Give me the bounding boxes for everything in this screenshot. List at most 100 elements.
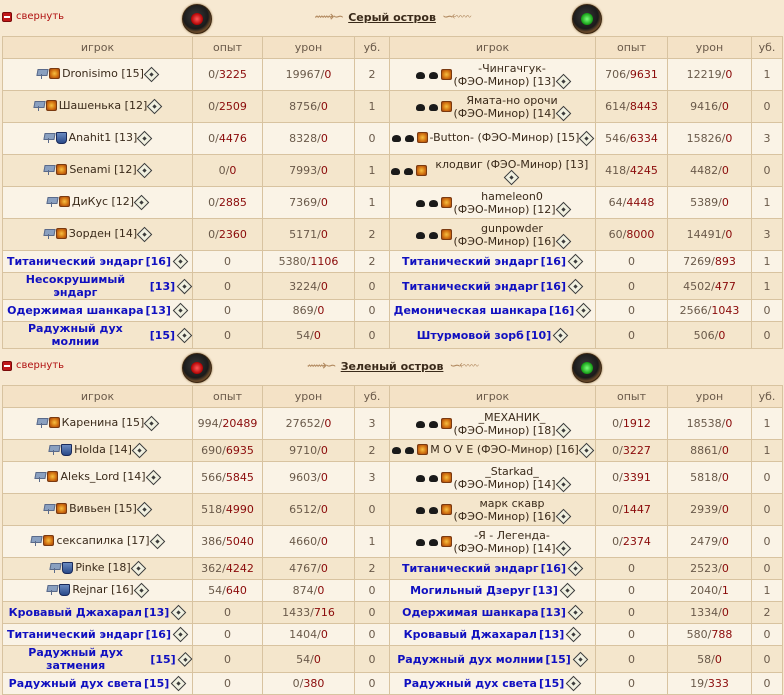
player-entry[interactable]: Радужный дух света [15] [403,675,582,692]
player-entry[interactable]: Титанический эндарг [16] [402,253,584,270]
player-name[interactable]: Зорден [68,227,112,240]
bot-name[interactable]: Кровавый Джахарал [403,628,537,641]
info-icon[interactable] [572,651,589,667]
player-entry[interactable]: Одержимая шанкара [13] [402,604,584,621]
player-entry[interactable]: Anahit1 [13] [43,130,153,146]
bot-name[interactable]: Могильный Дзеруг [410,584,531,597]
info-icon[interactable] [176,278,193,294]
info-icon[interactable] [555,201,571,218]
bot-name[interactable]: Несокрушимый эндарг [25,273,126,299]
info-icon[interactable] [136,501,153,517]
bot-name[interactable]: Титанический эндарг [402,255,539,268]
info-icon[interactable] [567,278,584,294]
bot-name[interactable]: Радужный дух молнии [397,652,544,666]
info-icon[interactable] [567,560,584,577]
info-icon[interactable] [555,476,571,493]
info-icon[interactable] [555,422,571,439]
info-icon[interactable] [143,66,160,82]
player-name[interactable]: ДиКус [71,195,109,208]
bot-name[interactable]: Радужный дух света [8,677,142,690]
player-entry[interactable]: Радужный дух молнии [15] [397,651,589,667]
player-name[interactable]: M O V E [430,443,474,457]
player-entry[interactable]: Кровавый Джахарал [13] [8,604,187,621]
player-name[interactable]: gunpowder [481,221,543,235]
player-entry[interactable]: Senami [12] [43,162,152,178]
player-name[interactable]: Holda [74,443,106,456]
player-entry[interactable]: Могильный Дзеруг [13] [410,582,576,599]
info-icon[interactable] [555,73,571,90]
player-entry[interactable]: Радужный дух света [15] [8,675,187,692]
info-icon[interactable] [171,604,187,621]
player-entry[interactable]: Aleks_Lord [14] [34,469,161,485]
collapse-button[interactable]: свернуть [2,11,64,22]
info-icon[interactable] [176,327,193,343]
player-name[interactable]: марк скавр [479,496,545,510]
player-name[interactable]: Aleks_Lord [60,470,120,483]
bot-name[interactable]: Штурмовой зорб [416,328,524,342]
info-icon[interactable] [177,651,193,667]
player-entry[interactable]: Титанический эндарг [16] [7,253,189,270]
info-icon[interactable] [130,560,146,576]
player-name[interactable]: Rejnar [72,583,108,596]
player-name[interactable]: Ямата-но орочи [466,93,558,107]
player-entry[interactable]: -Чингачгук- (ФЭО-Минор) [13] [415,61,571,90]
info-icon[interactable] [133,582,149,598]
player-entry[interactable]: Радужный дух молнии [15] [3,322,193,348]
info-icon[interactable] [579,130,595,147]
info-icon[interactable] [555,508,571,525]
player-entry[interactable]: Вивьен [15] [43,501,153,517]
player-name[interactable]: сексапилка [56,534,124,547]
info-icon[interactable] [145,469,161,485]
player-entry[interactable]: gunpowder (ФЭО-Минор) [16] [415,221,571,250]
info-icon[interactable] [146,98,163,114]
player-entry[interactable]: ДиКус [12] [46,194,150,210]
player-entry[interactable]: Радужный дух затмения [15] [3,646,193,672]
bot-name[interactable]: Радужный дух затмения [28,646,124,672]
bot-name[interactable]: Титанический эндарг [402,562,539,575]
player-entry[interactable]: клодвиг (ФЭО-Минор) [13] [390,158,595,186]
info-icon[interactable] [172,626,189,643]
bot-name[interactable]: Титанический эндарг [7,628,144,641]
info-icon[interactable] [567,253,584,270]
player-entry[interactable]: Титанический эндарг [16] [402,560,584,577]
info-icon[interactable] [172,302,189,319]
player-entry[interactable]: hameleon0 (ФЭО-Минор) [12] [415,189,571,218]
player-entry[interactable]: Штурмовой зорб [10] [416,327,569,343]
player-name[interactable]: Pinke [75,561,105,574]
player-entry[interactable]: Pinke [18] [49,560,146,576]
island-title[interactable]: Зеленый остров [340,359,444,373]
player-entry[interactable]: Одержимая шанкара [13] [7,302,189,319]
info-icon[interactable] [566,675,582,692]
info-icon[interactable] [171,675,187,692]
player-name[interactable]: Anahit1 [68,131,112,144]
bot-name[interactable]: Одержимая шанкара [402,606,539,619]
info-icon[interactable] [578,442,595,459]
bot-name[interactable]: Кровавый Джахарал [8,606,142,619]
info-icon[interactable] [133,194,150,210]
player-name[interactable]: -Button- [429,131,474,145]
player-entry[interactable]: Несокрушимый эндарг [13] [3,273,193,299]
info-icon[interactable] [137,130,153,146]
info-icon[interactable] [555,233,571,250]
player-entry[interactable]: _Starkad_ (ФЭО-Минор) [14] [415,465,571,493]
player-entry[interactable]: Кровавый Джахарал [13] [403,626,582,643]
player-name[interactable]: -Я - Легенда- [474,528,550,542]
bot-name[interactable]: Титанический эндарг [7,255,144,268]
bot-name[interactable]: Демоническая шанкара [393,304,547,317]
player-name[interactable]: Шашенька [58,99,122,112]
player-name[interactable]: hameleon0 [481,189,543,203]
bot-name[interactable]: Одержимая шанкара [7,304,144,317]
player-entry[interactable]: Демоническая шанкара [16] [393,302,592,319]
bot-name[interactable]: Титанический эндарг [402,279,539,293]
info-icon[interactable] [555,540,571,557]
info-icon[interactable] [149,533,165,549]
player-name[interactable]: -Чингачгук- [478,61,546,75]
player-entry[interactable]: Титанический эндарг [16] [402,278,584,294]
collapse-button[interactable]: свернуть [2,360,64,371]
bot-name[interactable]: Радужный дух света [403,677,537,690]
player-name[interactable]: Вивьен [69,502,111,515]
player-name[interactable]: _МЕХАНИК_ [478,410,546,424]
info-icon[interactable] [136,162,152,178]
info-icon[interactable] [144,415,160,431]
info-icon[interactable] [131,442,148,458]
